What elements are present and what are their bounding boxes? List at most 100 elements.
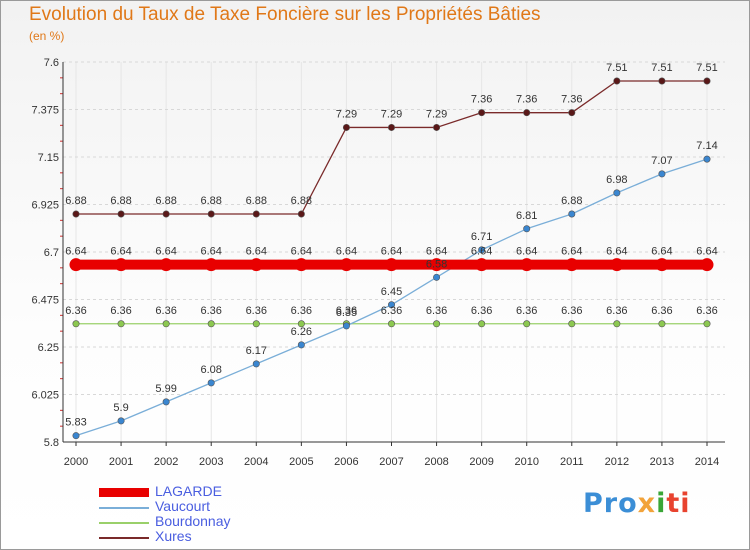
value-label-vaucourt: 6.98 <box>606 174 627 186</box>
value-label-lagarde: 6.64 <box>516 246 537 258</box>
legend-swatch-vaucourt <box>99 507 149 509</box>
value-label-lagarde: 6.64 <box>201 246 222 258</box>
x-tick-label: 2005 <box>289 456 313 468</box>
data-point-xures <box>207 210 215 218</box>
data-point-xures <box>613 77 621 85</box>
value-label-lagarde: 6.64 <box>426 246 447 258</box>
logo-part-3: i <box>656 488 667 519</box>
data-point-vaucourt <box>613 189 621 197</box>
y-tick-label: 6.475 <box>31 295 59 307</box>
data-point-bourdonnay <box>478 320 486 328</box>
value-label-bourdonnay: 6.36 <box>201 305 222 317</box>
value-label-bourdonnay: 6.36 <box>291 305 312 317</box>
value-label-lagarde: 6.64 <box>291 246 312 258</box>
data-point-bourdonnay <box>72 320 80 328</box>
value-label-xures: 7.29 <box>426 108 447 120</box>
legend-item-xures[interactable]: Xures <box>99 528 299 546</box>
data-point-vaucourt <box>478 246 486 254</box>
data-point-lagarde <box>294 258 308 272</box>
data-point-lagarde <box>204 258 218 272</box>
value-label-xures: 7.36 <box>471 94 492 106</box>
value-label-xures: 6.88 <box>246 195 267 207</box>
legend-label-lagarde: LAGARDE <box>155 483 222 499</box>
value-label-lagarde: 6.64 <box>651 246 672 258</box>
legend-label-bourdonnay: Bourdonnay <box>155 513 231 529</box>
value-label-xures: 7.51 <box>696 62 717 74</box>
legend-label-vaucourt: Vaucourt <box>155 498 210 514</box>
proxiti-logo[interactable]: Proxiti <box>583 488 691 519</box>
legend-item-bourdonnay[interactable]: Bourdonnay <box>99 513 299 531</box>
data-point-xures <box>342 123 350 131</box>
value-label-bourdonnay: 6.36 <box>155 305 176 317</box>
x-tick-label: 2012 <box>605 456 629 468</box>
data-point-xures <box>162 210 170 218</box>
data-point-lagarde <box>249 258 263 272</box>
value-label-bourdonnay: 6.36 <box>696 305 717 317</box>
value-label-xures: 7.36 <box>516 94 537 106</box>
value-label-vaucourt: 6.45 <box>381 286 402 298</box>
data-point-bourdonnay <box>387 320 395 328</box>
value-label-vaucourt: 6.88 <box>561 195 582 207</box>
data-point-xures <box>72 210 80 218</box>
value-label-bourdonnay: 6.36 <box>110 305 131 317</box>
y-tick-label: 6.7 <box>44 247 59 259</box>
value-label-vaucourt: 6.81 <box>516 210 537 222</box>
data-point-lagarde <box>655 258 669 272</box>
data-point-bourdonnay <box>162 320 170 328</box>
value-label-vaucourt: 6.08 <box>201 364 222 376</box>
data-point-vaucourt <box>433 273 441 281</box>
data-point-xures <box>297 210 305 218</box>
data-point-vaucourt <box>387 301 395 309</box>
x-tick-label: 2010 <box>514 456 538 468</box>
legend-item-vaucourt[interactable]: Vaucourt <box>99 498 299 516</box>
value-label-bourdonnay: 6.36 <box>606 305 627 317</box>
data-point-xures <box>433 123 441 131</box>
value-label-lagarde: 6.64 <box>65 246 86 258</box>
value-label-lagarde: 6.64 <box>606 246 627 258</box>
y-tick-label: 7.375 <box>31 105 59 117</box>
data-point-bourdonnay <box>523 320 531 328</box>
x-tick-label: 2000 <box>64 456 88 468</box>
data-point-lagarde <box>475 258 489 272</box>
value-label-vaucourt: 6.58 <box>426 258 447 270</box>
data-point-vaucourt <box>162 398 170 406</box>
y-tick-label: 7.15 <box>38 152 59 164</box>
y-tick-label: 6.25 <box>38 342 59 354</box>
data-point-vaucourt <box>117 417 125 425</box>
value-label-xures: 6.88 <box>201 195 222 207</box>
data-point-vaucourt <box>252 360 260 368</box>
data-point-xures <box>658 77 666 85</box>
x-tick-label: 2014 <box>695 456 719 468</box>
data-point-xures <box>703 77 711 85</box>
value-label-bourdonnay: 6.36 <box>65 305 86 317</box>
value-label-vaucourt: 5.83 <box>65 417 86 429</box>
value-label-lagarde: 6.64 <box>561 246 582 258</box>
data-point-xures <box>478 109 486 117</box>
data-point-lagarde <box>520 258 534 272</box>
value-label-vaucourt: 7.07 <box>651 155 672 167</box>
data-point-lagarde <box>114 258 128 272</box>
data-point-xures <box>387 123 395 131</box>
value-label-xures: 7.29 <box>381 108 402 120</box>
data-point-lagarde <box>610 258 624 272</box>
value-label-xures: 6.88 <box>110 195 131 207</box>
y-tick-label: 6.025 <box>31 390 59 402</box>
data-point-bourdonnay <box>703 320 711 328</box>
value-label-xures: 6.88 <box>65 195 86 207</box>
value-label-bourdonnay: 6.36 <box>426 305 447 317</box>
data-point-vaucourt <box>568 210 576 218</box>
value-label-vaucourt: 6.35 <box>336 307 357 319</box>
value-label-bourdonnay: 6.36 <box>471 305 492 317</box>
data-point-bourdonnay <box>658 320 666 328</box>
x-tick-label: 2004 <box>244 456 268 468</box>
value-label-xures: 7.51 <box>651 62 672 74</box>
data-point-xures <box>568 109 576 117</box>
data-point-lagarde <box>565 258 579 272</box>
data-point-vaucourt <box>72 432 80 440</box>
data-point-bourdonnay <box>568 320 576 328</box>
data-point-vaucourt <box>658 170 666 178</box>
x-tick-label: 2003 <box>199 456 223 468</box>
legend-item-lagarde[interactable]: LAGARDE <box>99 483 299 501</box>
value-label-lagarde: 6.64 <box>110 246 131 258</box>
